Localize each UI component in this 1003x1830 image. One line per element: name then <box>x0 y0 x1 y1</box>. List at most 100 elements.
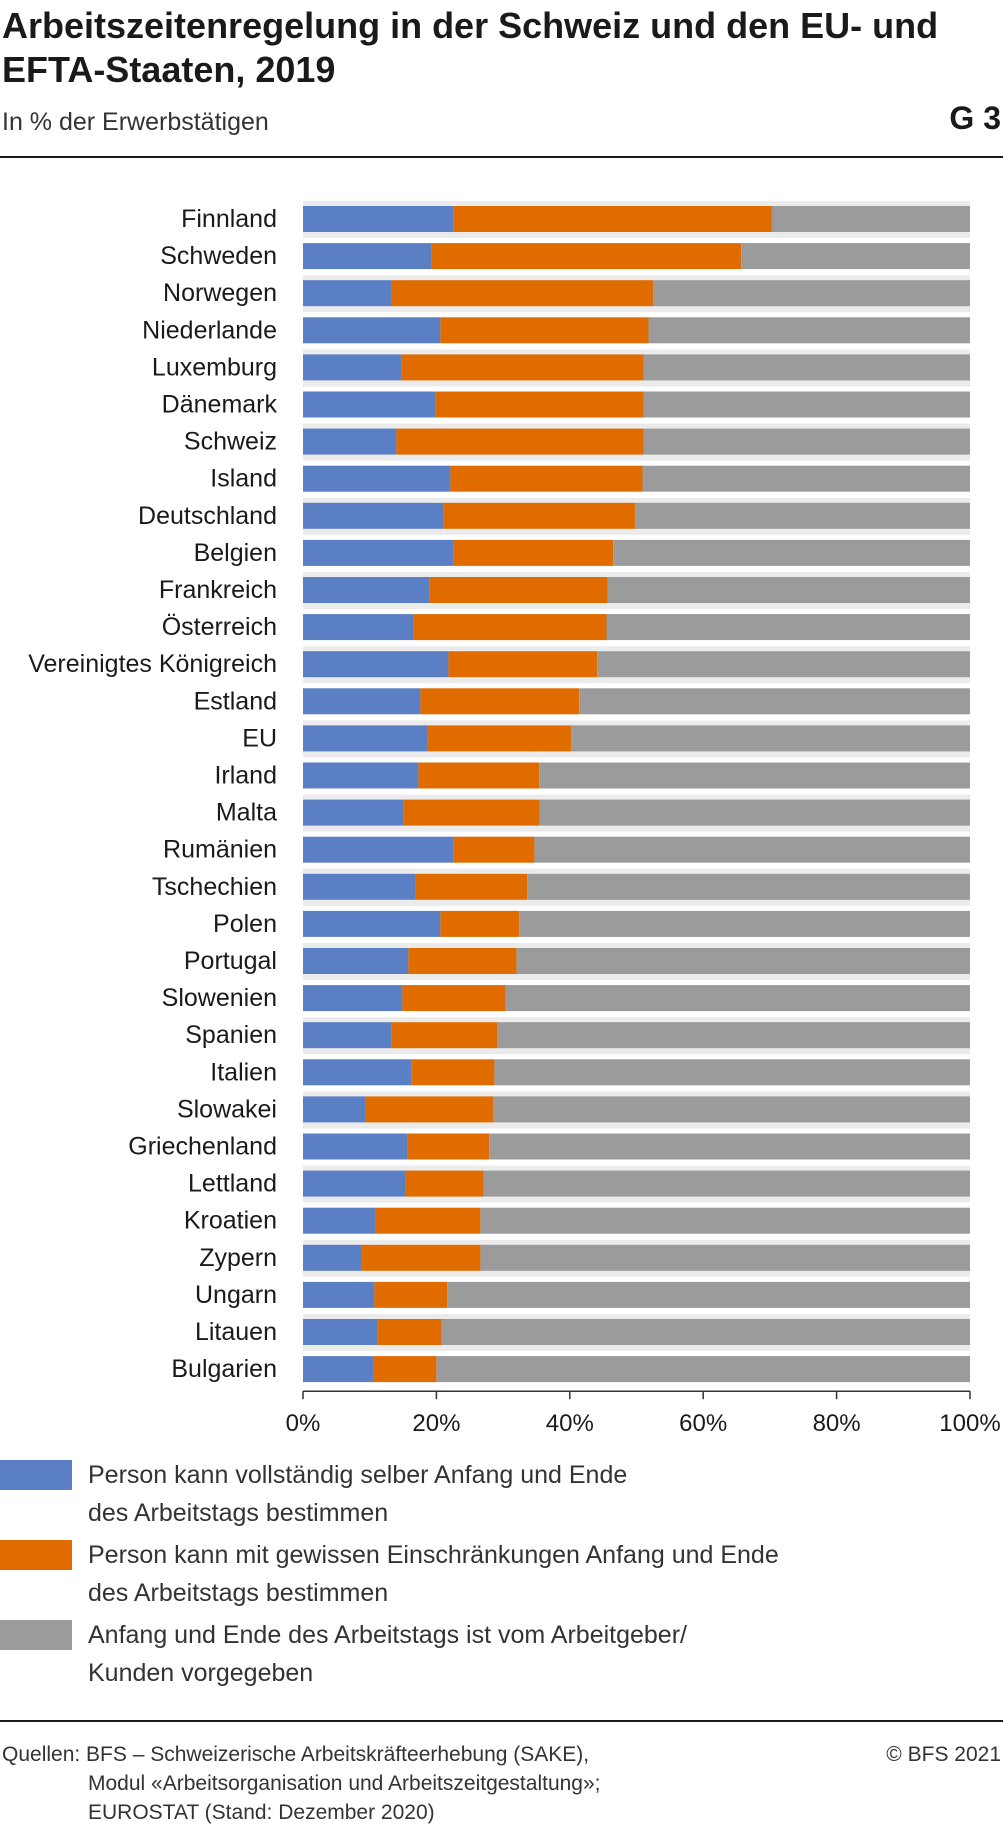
bar-danemark-series-3 <box>643 391 970 418</box>
bar-slowenien-series-2 <box>402 985 506 1012</box>
bar-luxemburg-series-3 <box>643 354 970 381</box>
chart-title: Arbeitszeitenregelung in der Schweiz und… <box>2 5 939 90</box>
category-label-irland: Irland <box>214 762 277 790</box>
legend-label-vorgegeben: Anfang und Ende des Arbeitstags ist vom … <box>88 1621 687 1687</box>
bar-island-series-3 <box>642 465 970 492</box>
bar-schweiz-series-2 <box>396 428 644 455</box>
bar-portugal-series-2 <box>408 948 517 974</box>
bar-estland-series-1 <box>303 688 421 715</box>
source-line-2: Modul «Arbeitsorganisation und Arbeitsze… <box>88 1772 601 1795</box>
source-note: Quellen: BFS – Schweizerische Arbeitskrä… <box>2 1740 601 1827</box>
category-label-griechenland: Griechenland <box>128 1133 277 1161</box>
bar-vereinigtes-konigreich-series-2 <box>448 651 598 678</box>
category-label-italien: Italien <box>210 1058 277 1086</box>
category-label-schweden: Schweden <box>160 242 277 270</box>
legend-swatch-vollstaendig <box>0 1460 72 1490</box>
bar-schweiz-series-3 <box>643 428 970 455</box>
category-label-malta: Malta <box>216 799 277 827</box>
bar-rumanien-series-1 <box>303 836 454 863</box>
bar-malta-series-1 <box>303 799 404 826</box>
bar-lettland-series-2 <box>405 1170 484 1197</box>
bar-portugal-series-1 <box>303 948 409 974</box>
bar-malta-series-2 <box>403 799 540 826</box>
bar-lettland-series-1 <box>303 1170 406 1197</box>
bar-osterreich-series-1 <box>303 614 414 641</box>
bar-polen-series-1 <box>303 910 441 937</box>
chart-code: G 3 <box>949 100 1001 136</box>
bar-zypern-series-3 <box>480 1244 970 1271</box>
bar-portugal-series-3 <box>516 948 970 974</box>
bar-luxemburg-series-2 <box>401 354 644 381</box>
bar-eu-series-1 <box>303 725 428 752</box>
legend-swatch-vorgegeben <box>0 1620 72 1650</box>
bar-belgien-series-3 <box>613 539 970 566</box>
legend-item-vorgegeben: Anfang und Ende des Arbeitstags ist vom … <box>0 1616 1003 1688</box>
bar-island-series-1 <box>303 465 451 492</box>
bar-griechenland-series-3 <box>489 1133 970 1160</box>
category-label-luxemburg: Luxemburg <box>152 353 277 381</box>
bar-danemark-series-2 <box>435 391 644 418</box>
category-label-eu: EU <box>242 724 277 752</box>
x-tick-label: 100% <box>939 1410 1000 1437</box>
category-label-polen: Polen <box>213 910 277 938</box>
bar-slowenien-series-1 <box>303 985 403 1012</box>
copyright: © BFS 2021 <box>886 1743 1001 1766</box>
bar-malta-series-3 <box>539 799 970 826</box>
bar-zypern-series-1 <box>303 1244 362 1271</box>
category-label-tschechien: Tschechien <box>152 873 277 901</box>
bar-schweden-series-3 <box>741 243 970 270</box>
category-label-spanien: Spanien <box>185 1021 277 1049</box>
category-label-bulgarien: Bulgarien <box>171 1355 277 1383</box>
bar-griechenland-series-1 <box>303 1133 408 1160</box>
category-label-osterreich: Österreich <box>162 613 277 641</box>
category-label-schweiz: Schweiz <box>184 428 277 456</box>
bar-eu-series-3 <box>571 725 970 752</box>
source-line-3: EUROSTAT (Stand: Dezember 2020) <box>88 1801 435 1824</box>
category-label-niederlande: Niederlande <box>142 316 277 344</box>
x-tick-label: 40% <box>546 1410 594 1437</box>
bar-finnland-series-3 <box>771 206 970 232</box>
bar-polen-series-2 <box>440 910 520 937</box>
bar-frankreich-series-1 <box>303 577 430 603</box>
bar-litauen-series-1 <box>303 1319 378 1345</box>
bar-norwegen-series-1 <box>303 280 392 307</box>
bar-irland-series-3 <box>539 762 970 789</box>
bar-deutschland-series-2 <box>443 502 636 529</box>
bar-luxemburg-series-1 <box>303 354 402 381</box>
bar-schweden-series-2 <box>431 243 742 270</box>
bar-bulgarien-series-1 <box>303 1356 374 1383</box>
bar-vereinigtes-konigreich-series-3 <box>597 651 970 678</box>
bar-estland-series-2 <box>420 688 580 715</box>
category-label-lettland: Lettland <box>188 1170 277 1198</box>
bar-norwegen-series-2 <box>391 280 654 307</box>
bar-kroatien-series-2 <box>375 1207 481 1234</box>
bar-ungarn-series-2 <box>374 1281 448 1308</box>
bar-litauen-series-2 <box>377 1319 442 1345</box>
category-label-vereinigtes-konigreich: Vereinigtes Königreich <box>28 650 277 678</box>
bar-zypern-series-2 <box>361 1244 481 1271</box>
bar-irland-series-2 <box>418 762 540 789</box>
category-label-portugal: Portugal <box>184 947 277 975</box>
bar-lettland-series-3 <box>483 1170 970 1197</box>
stacked-bar-chart: Finnland Schweden Norwegen Niederlande Luxem… <box>28 201 1001 1437</box>
bar-schweiz-series-1 <box>303 428 397 455</box>
bar-tschechien-series-1 <box>303 873 416 900</box>
bar-niederlande-series-1 <box>303 317 441 344</box>
legend-swatch-einschraenkungen <box>0 1540 72 1570</box>
bar-belgien-series-1 <box>303 539 454 566</box>
category-label-slowakei: Slowakei <box>177 1095 277 1123</box>
category-label-finnland: Finnland <box>181 205 277 233</box>
bar-tschechien-series-2 <box>415 873 528 900</box>
x-tick-label: 60% <box>679 1410 727 1437</box>
legend-label-vollstaendig: Person kann vollständig selber Anfang un… <box>88 1461 628 1527</box>
category-label-slowenien: Slowenien <box>162 984 277 1012</box>
x-tick-label: 20% <box>412 1410 460 1437</box>
bar-slowenien-series-3 <box>505 985 970 1012</box>
bar-bulgarien-series-3 <box>436 1356 970 1383</box>
category-label-norwegen: Norwegen <box>163 279 277 307</box>
source-line-1: Quellen: BFS – Schweizerische Arbeitskrä… <box>2 1743 590 1766</box>
category-label-ungarn: Ungarn <box>195 1281 277 1309</box>
bar-finnland-series-1 <box>303 206 454 232</box>
bar-rumanien-series-3 <box>534 836 970 863</box>
bar-deutschland-series-3 <box>635 502 970 529</box>
